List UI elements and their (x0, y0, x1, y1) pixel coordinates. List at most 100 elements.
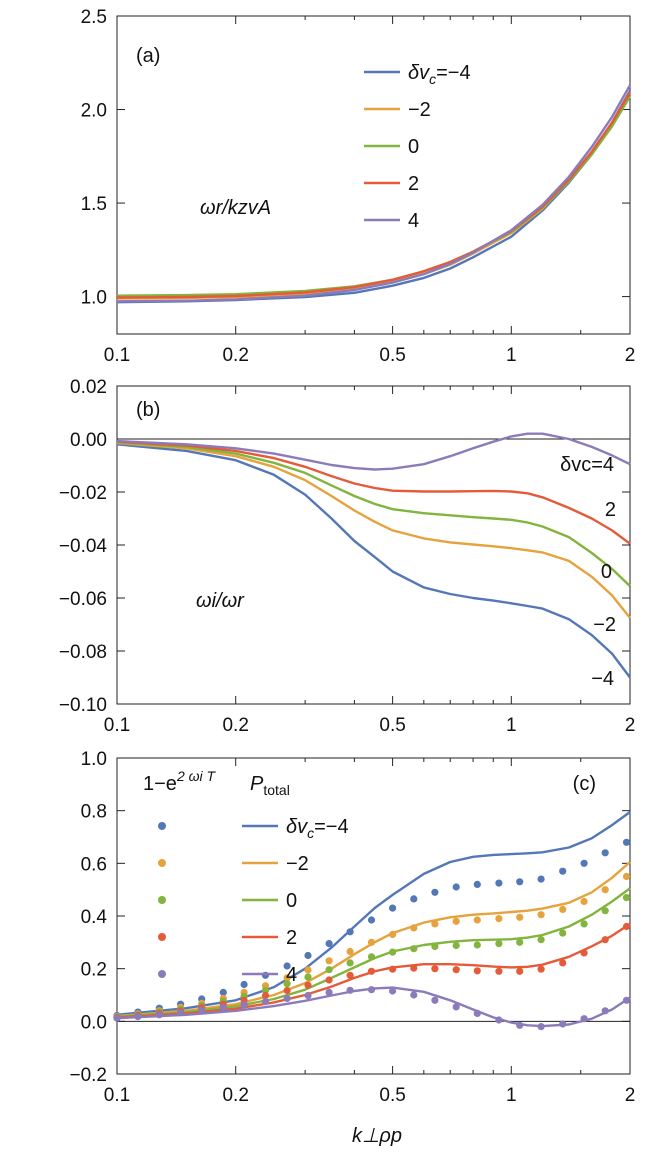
data-point (559, 1020, 567, 1028)
legend-point-swatch (158, 933, 166, 941)
panel-label: (b) (136, 399, 160, 421)
series-label: 0 (601, 561, 612, 583)
legend-label: 0 (286, 890, 297, 912)
data-point (389, 904, 397, 912)
data-point (283, 974, 291, 982)
data-point (452, 1003, 460, 1011)
y-tick-label: 0.6 (81, 854, 107, 875)
data-point (580, 1015, 588, 1023)
y-tick-label: −0.2 (69, 1065, 107, 1086)
data-point (601, 849, 609, 857)
data-point (537, 1023, 545, 1031)
data-point (410, 991, 418, 999)
data-point (283, 994, 291, 1003)
data-point (367, 967, 376, 975)
y-tick-label: −0.10 (59, 695, 107, 716)
data-point (622, 838, 631, 846)
data-point (601, 907, 609, 915)
x-tick-label: 0.2 (222, 345, 248, 366)
data-point (346, 959, 354, 967)
series-line (116, 811, 631, 1016)
data-point (473, 880, 481, 889)
data-point (219, 1004, 227, 1012)
series-line (116, 440, 631, 545)
data-point (410, 964, 418, 972)
data-point (495, 1016, 503, 1024)
series-line (116, 92, 632, 299)
data-point (537, 911, 545, 919)
series-label: 2 (605, 499, 616, 521)
data-point (495, 940, 503, 948)
data-point (113, 1014, 121, 1022)
data-point (516, 913, 524, 921)
data-point (431, 965, 439, 973)
data-point (580, 897, 588, 906)
x-tick-label: 2 (625, 1085, 636, 1106)
y-tick-label: 1.5 (81, 194, 107, 215)
legend-point-swatch (158, 859, 166, 867)
data-point (177, 1009, 185, 1017)
legend-label: 4 (408, 210, 419, 232)
data-point (389, 948, 397, 956)
data-point (473, 941, 481, 949)
legend-label: 2 (286, 927, 297, 949)
x-tick-label: 1 (506, 345, 517, 366)
x-tick-label: 0.1 (104, 715, 130, 736)
plot-frame (116, 15, 631, 335)
data-point (325, 940, 333, 948)
x-tick-label: 0.5 (379, 345, 405, 366)
x-tick-label: 0.2 (222, 715, 248, 736)
data-point (261, 991, 270, 1000)
data-point (261, 998, 270, 1006)
data-point (601, 936, 609, 944)
data-point (304, 991, 312, 1000)
data-point (516, 878, 524, 886)
points-header: 1−e2 ωi T (143, 768, 217, 795)
data-point (516, 967, 524, 975)
data-point (304, 966, 312, 974)
y-tick-label: 1.0 (81, 749, 107, 770)
series-label: −4 (591, 668, 614, 690)
data-point (283, 980, 291, 988)
data-point (622, 996, 631, 1004)
data-point (452, 966, 460, 974)
data-point (601, 1007, 609, 1015)
legend-point-swatch (158, 896, 166, 904)
data-point (134, 1013, 142, 1021)
data-point (304, 973, 312, 981)
data-point (346, 947, 354, 956)
data-point (240, 1001, 248, 1009)
data-point (473, 1009, 481, 1018)
data-point (559, 867, 567, 875)
data-point (283, 962, 291, 970)
data-point (537, 875, 545, 883)
data-point (559, 929, 567, 937)
panel-a: 0.1 0.2 0.5 1 2 1.0 1.5 2.0 2.5 (a) ωr/kzvA δvc=−4 −… (81, 7, 636, 366)
data-point (473, 967, 481, 975)
x-tick-label: 0.1 (104, 345, 130, 366)
data-point (367, 953, 376, 961)
data-point (283, 986, 291, 995)
series-line (116, 84, 632, 303)
legend-label: δvc=−4 (408, 62, 471, 87)
data-point (410, 945, 418, 953)
data-point (559, 959, 567, 967)
data-point (622, 922, 631, 931)
y-tick-label: 0.00 (70, 430, 107, 451)
data-point (325, 988, 333, 997)
data-point (155, 1011, 163, 1019)
data-point (304, 951, 312, 960)
data-point (622, 894, 631, 902)
data-point (537, 965, 545, 973)
series-line (116, 443, 631, 679)
data-point (431, 996, 439, 1004)
lines-header: Ptotal (250, 773, 290, 798)
data-point (198, 1006, 206, 1014)
data-point (410, 895, 418, 903)
data-point (495, 879, 503, 887)
y-axis-title: ωr/kzvA (200, 197, 271, 219)
data-point (537, 936, 545, 944)
series-line (116, 441, 631, 619)
data-point (325, 966, 333, 974)
